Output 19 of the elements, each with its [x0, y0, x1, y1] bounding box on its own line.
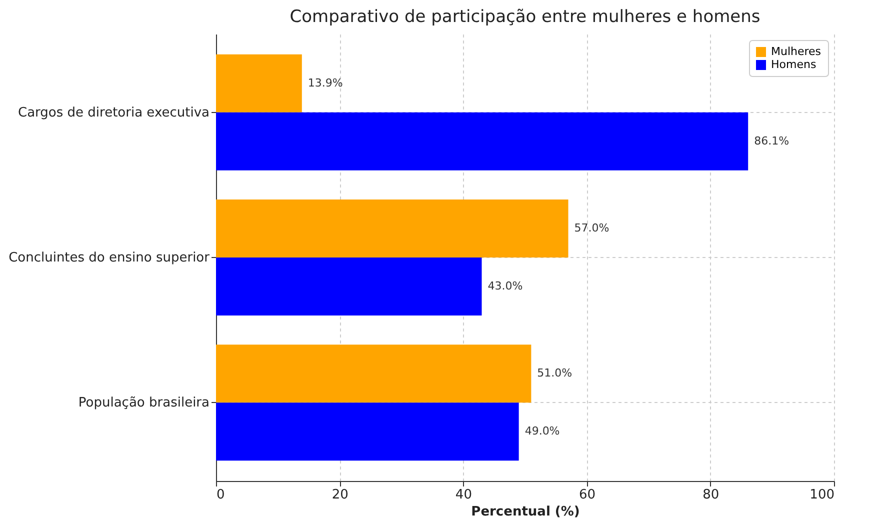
x-tick-label: 80 — [702, 488, 720, 502]
x-tick-label: 40 — [455, 488, 472, 502]
x-tick-label: 60 — [579, 488, 596, 502]
x-tick-label: 100 — [810, 488, 834, 502]
chart-title: Comparativo de participação entre mulheres e homens — [290, 7, 760, 27]
data-label: 13.9% — [308, 76, 343, 90]
legend-label: Homens — [771, 58, 816, 71]
y-tick-label: Concluintes do ensino superior — [8, 250, 210, 266]
x-tick-label: 20 — [332, 488, 348, 502]
x-axis-title: Percentual (%) — [471, 504, 580, 520]
data-label: 49.0% — [524, 424, 560, 438]
data-label: 86.1% — [754, 134, 790, 148]
data-label: 57.0% — [574, 221, 610, 234]
y-tick-label: Cargos de diretoria executiva — [18, 105, 210, 120]
data-label: 43.0% — [488, 280, 523, 293]
y-tick-label: População brasileira — [78, 396, 210, 411]
legend-label: Mulheres — [771, 45, 822, 58]
x-tick-label: 0 — [216, 488, 225, 502]
data-label: 51.0% — [537, 366, 572, 380]
